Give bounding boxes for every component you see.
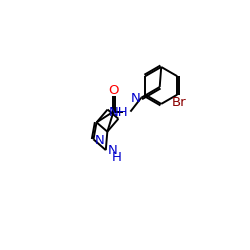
Text: Br: Br bbox=[172, 96, 187, 109]
Text: NH: NH bbox=[108, 106, 128, 119]
Text: H: H bbox=[112, 150, 122, 164]
Text: N: N bbox=[131, 92, 140, 105]
Text: O: O bbox=[108, 84, 119, 96]
Text: N: N bbox=[108, 144, 118, 158]
Text: N: N bbox=[95, 134, 105, 146]
